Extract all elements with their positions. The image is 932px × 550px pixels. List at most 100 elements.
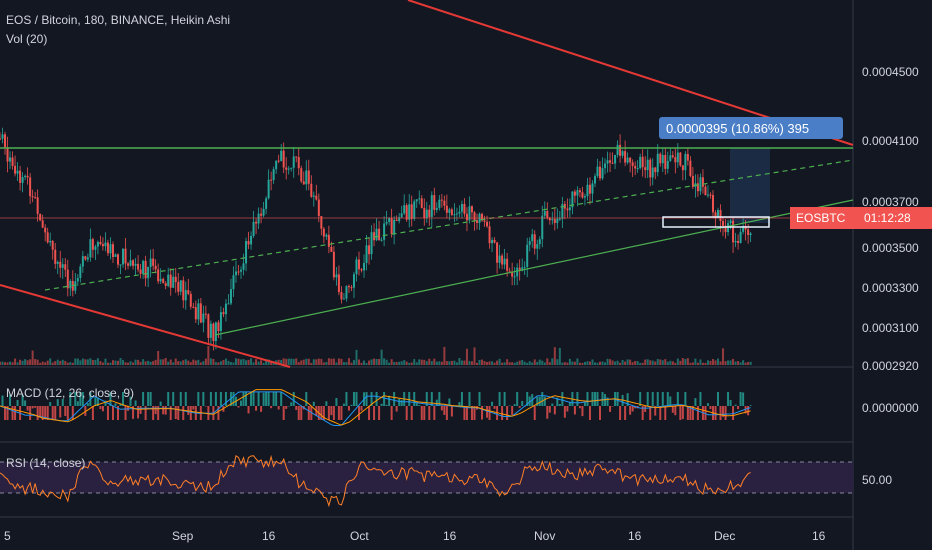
macd-histogram-bar [511,406,514,415]
volume-bar [144,361,147,365]
macd-histogram-bar [724,406,727,420]
candle-body [245,241,248,264]
volume-bar [531,362,534,365]
macd-histogram-bar [36,406,39,420]
volume-series [0,346,752,365]
candle-body [661,154,664,164]
macd-histogram-bar [182,406,185,420]
volume-bar [686,358,689,365]
candle-body [330,246,333,252]
volume-bar [232,362,235,365]
macd-histogram-bar [473,406,476,420]
macd-histogram-bar [694,398,697,406]
candle-body [621,151,624,156]
volume-bar [553,347,556,365]
candle-body [666,160,669,169]
volume-bar [99,361,102,365]
candle-body [229,289,232,304]
macd-histogram-bar [651,392,654,406]
candle-body [438,199,441,209]
candle-body [742,225,745,232]
rsi-label: RSI (14, close) [6,456,85,470]
candle-body [111,244,114,257]
candle-body [571,191,574,208]
candle-body [390,218,393,235]
candle-body [46,232,49,243]
candle-body [433,195,436,210]
candle-body [152,258,155,266]
candle-body [541,215,544,240]
candle-body [9,157,12,162]
volume-bar [599,361,602,365]
volume-bar [654,361,657,365]
volume-bar [307,358,310,365]
volume-bar [194,360,197,365]
candle-body [295,156,298,158]
candle-body [325,234,328,237]
macd-histogram-bar [706,403,709,406]
macd-histogram-bar [646,392,649,406]
macd-histogram-bar [94,397,97,406]
volume-bar [581,362,584,365]
macd-histogram-bar [388,395,391,406]
volume-bar [606,358,609,365]
candle-body [134,263,137,266]
volume-bar [641,362,644,365]
candle-body [619,144,622,156]
support-trendline[interactable] [214,199,854,336]
candle-body [232,275,235,290]
volume-bar [212,358,215,365]
time-tick: Nov [534,529,555,543]
macd-histogram-bar [267,392,270,406]
macd-histogram-bar [172,392,175,406]
candle-body [649,159,652,178]
volume-bar [26,360,29,365]
macd-histogram-bar [596,392,599,406]
volume-bar [473,347,476,365]
midline-dashed[interactable] [44,159,854,291]
macd-histogram-bar [350,404,353,406]
target-zone-box[interactable] [662,216,770,228]
candle-body [352,274,355,288]
macd-histogram-bar [498,392,501,406]
candle-body [350,287,353,289]
candle-body [671,155,674,158]
macd-histogram-bar [84,406,87,416]
macd-histogram-bar [591,392,594,406]
candle-body [644,167,647,171]
candle-body [280,150,283,162]
volume-bar [609,359,612,365]
downtrend-lower-line[interactable] [0,284,291,368]
candle-body [36,197,39,214]
candle-body [227,303,230,305]
volume-bar [398,361,401,365]
candle-body [400,213,403,218]
volume-bar [719,361,722,365]
candle-body [84,256,87,260]
candle-body [385,221,388,224]
price-tick: 0.0002920 [862,359,919,373]
macd-histogram-bar [727,392,730,406]
macd-histogram-bar [629,406,632,415]
candle-body [503,258,506,265]
candle-body [219,312,222,332]
candle-body [275,160,278,170]
candle-body [616,144,619,155]
volume-bar [390,359,393,365]
macd-histogram-bar [599,406,602,420]
volume-bar [634,360,637,365]
volume-bar [591,359,594,365]
candle-body [498,255,501,263]
measure-label: 0.0000395 (10.86%) 395 [666,121,809,136]
volume-bar [699,359,702,365]
candle-body [460,204,463,212]
candle-body [511,271,514,277]
volume-bar [631,362,634,365]
macd-histogram-bar [488,406,491,420]
macd-histogram-bar [270,406,273,409]
measure-label-box [659,117,843,139]
macd-histogram-bar [443,406,446,415]
candle-body [573,191,576,196]
volume-bar [245,360,248,365]
